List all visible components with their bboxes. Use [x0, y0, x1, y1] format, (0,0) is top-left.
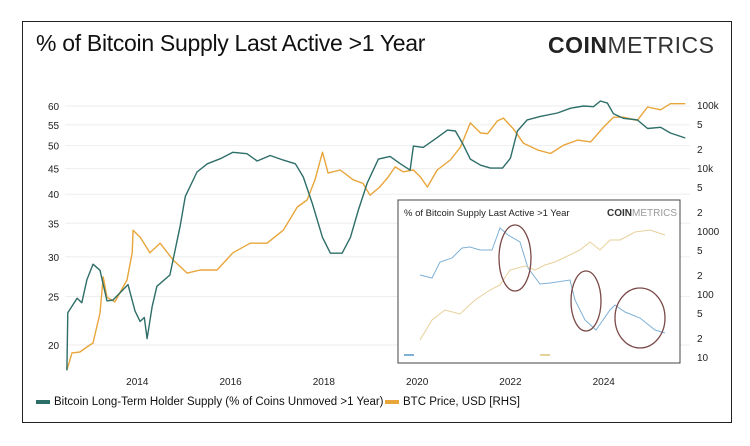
- inset-title: % of Bitcoin Supply Last Active >1 Year: [404, 208, 570, 219]
- left-tick-label: 55: [48, 121, 60, 132]
- right-tick-label: 5: [697, 183, 703, 194]
- right-axis-ticks: 100k 5 2 10k 5 2 1000 5 2 100 5 2 10: [697, 101, 720, 364]
- btc-price-line: [66, 102, 686, 371]
- right-tick-label: 2: [697, 271, 703, 282]
- right-tick-label: 2: [697, 334, 703, 345]
- right-tick-label: 1000: [697, 227, 720, 238]
- chart-frame: [22, 21, 732, 423]
- left-tick-label: 60: [48, 102, 60, 113]
- legend-swatch-lth: [36, 400, 50, 404]
- right-tick-label: 100: [697, 290, 714, 301]
- right-tick-label: 5: [697, 120, 703, 131]
- inset-logo: COINMETRICS: [607, 208, 677, 219]
- inset-highlight-ellipse: [498, 224, 532, 292]
- inset-frame: [397, 199, 681, 364]
- left-tick-label: 20: [48, 341, 60, 352]
- right-tick-label: 5: [697, 246, 703, 257]
- left-tick-label: 30: [48, 253, 60, 264]
- legend-item-btc: BTC Price, USD [RHS]: [385, 396, 520, 408]
- right-tick-label: 5: [697, 309, 703, 320]
- x-tick-label: 2024: [593, 377, 616, 388]
- right-tick-label: 2: [697, 208, 703, 219]
- x-axis-ticks: 2014 2016 2018 2020 2022 2024: [126, 377, 615, 388]
- right-tick-label: 10k: [697, 164, 714, 175]
- legend-item-lth: Bitcoin Long-Term Holder Supply (% of Co…: [36, 396, 384, 408]
- inset-chart: % of Bitcoin Supply Last Active >1 Year …: [397, 199, 681, 364]
- coinmetrics-logo: COINMETRICS: [548, 32, 715, 58]
- inset-highlight-ellipse: [614, 287, 666, 349]
- left-tick-label: 40: [48, 190, 60, 201]
- x-tick-label: 2020: [406, 377, 429, 388]
- chart-title: % of Bitcoin Supply Last Active >1 Year: [36, 30, 426, 56]
- x-tick-label: 2018: [313, 377, 336, 388]
- right-tick-label: 2: [697, 145, 703, 156]
- inset-highlight-ellipse: [570, 270, 602, 332]
- legend-label-lth: Bitcoin Long-Term Holder Supply (% of Co…: [54, 396, 384, 408]
- x-tick-label: 2022: [499, 377, 522, 388]
- right-tick-label: 10: [697, 353, 709, 364]
- left-tick-label: 50: [48, 142, 60, 153]
- left-tick-label: 25: [48, 293, 60, 304]
- legend-swatch-btc: [385, 400, 399, 404]
- right-tick-label: 100k: [697, 101, 720, 112]
- inset-btc-line: [419, 229, 666, 341]
- left-tick-label: 35: [48, 219, 60, 230]
- left-tick-label: 45: [48, 165, 60, 176]
- x-tick-label: 2016: [219, 377, 242, 388]
- series-lines: [66, 100, 686, 371]
- x-tick-label: 2014: [126, 377, 149, 388]
- left-axis-ticks: 60 55 50 45 40 35 30 25 20: [48, 102, 60, 352]
- lth-supply-line: [66, 100, 686, 371]
- legend-label-btc: BTC Price, USD [RHS]: [403, 396, 520, 408]
